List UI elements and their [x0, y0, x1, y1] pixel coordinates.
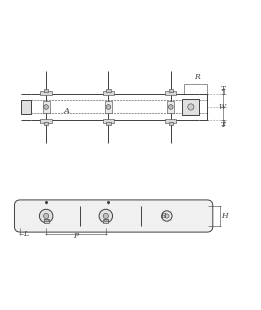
Bar — [44, 89, 48, 92]
Text: L: L — [23, 230, 28, 238]
Circle shape — [188, 104, 194, 110]
Bar — [165, 91, 176, 95]
Bar — [182, 99, 199, 115]
Circle shape — [168, 105, 173, 109]
Bar — [44, 219, 49, 223]
Text: T: T — [220, 85, 225, 93]
Bar — [105, 101, 112, 113]
Bar — [104, 219, 108, 221]
Circle shape — [165, 214, 169, 218]
Bar — [44, 219, 48, 221]
Circle shape — [162, 211, 172, 221]
Bar — [103, 219, 108, 223]
Circle shape — [99, 209, 112, 223]
Text: A: A — [64, 107, 70, 115]
Text: H: H — [221, 212, 227, 220]
Bar — [103, 118, 114, 123]
Bar — [21, 100, 31, 114]
Bar — [43, 101, 50, 113]
Bar — [103, 91, 114, 95]
Circle shape — [39, 209, 53, 223]
Circle shape — [44, 105, 49, 109]
Circle shape — [44, 213, 49, 219]
Text: W: W — [219, 103, 226, 111]
Bar — [40, 118, 52, 123]
FancyBboxPatch shape — [14, 200, 213, 232]
Bar — [165, 118, 176, 123]
Bar — [169, 122, 173, 125]
Bar — [44, 122, 48, 125]
Circle shape — [106, 105, 111, 109]
Text: T: T — [220, 121, 225, 129]
Bar — [167, 101, 174, 113]
Bar — [40, 91, 52, 95]
Bar — [169, 89, 173, 92]
Text: B: B — [160, 212, 166, 220]
Text: R: R — [194, 73, 200, 81]
Circle shape — [103, 213, 108, 219]
Bar — [106, 89, 110, 92]
Bar — [106, 122, 110, 125]
Text: P: P — [73, 232, 79, 240]
